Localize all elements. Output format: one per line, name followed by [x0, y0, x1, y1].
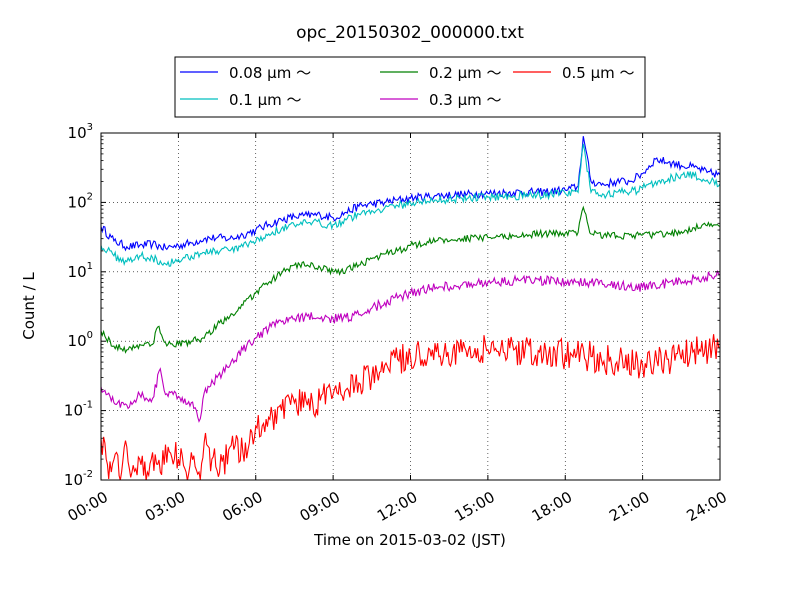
- series-line: [101, 269, 720, 423]
- y-tick-exponent: 0: [87, 330, 93, 341]
- ticks: [100, 132, 721, 481]
- series-line: [101, 136, 720, 252]
- legend-box: [174, 56, 646, 118]
- legend-label: 0.3 μm ～: [429, 91, 502, 109]
- legend: 0.08 μm ～ 0.1 μm ～ 0.2 μm ～ 0.3 μm ～ 0.5 μm …: [174, 56, 646, 118]
- x-axis-label: Time on 2015-03-02 (JST): [313, 531, 506, 549]
- series-line: [101, 143, 720, 267]
- chart-title: opc_20150302_000000.txt: [296, 23, 524, 43]
- y-tick-exponent: 1: [87, 261, 93, 272]
- y-tick-exponent: 3: [87, 122, 93, 133]
- y-tick-exponent: -2: [83, 469, 93, 480]
- y-tick-exponent: 2: [87, 191, 93, 202]
- legend-label: 0.2 μm ～: [429, 64, 502, 82]
- y-tick-exponent: -1: [83, 400, 93, 411]
- legend-label: 0.1 μm ～: [229, 91, 302, 109]
- series-layer: [101, 136, 720, 480]
- legend-label: 0.5 μm ～: [562, 64, 635, 82]
- series-line: [101, 205, 720, 354]
- series-line: [101, 334, 720, 480]
- y-axis-label: Count / L: [20, 272, 38, 340]
- legend-label: 0.08 μm ～: [229, 64, 311, 82]
